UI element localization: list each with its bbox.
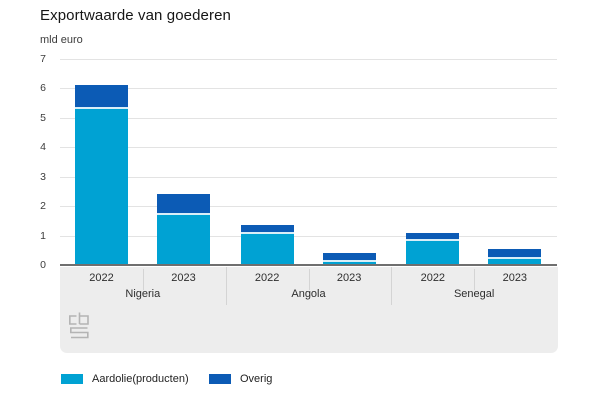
segment-separator bbox=[75, 107, 128, 110]
y-tick-label: 5 bbox=[40, 111, 46, 124]
bar-segment-overig[interactable] bbox=[488, 248, 542, 258]
x-group-label-senegal: Senegal bbox=[453, 288, 495, 300]
y-gridline bbox=[60, 147, 557, 149]
legend-swatch bbox=[61, 374, 83, 384]
bar-segment-aardolie[interactable] bbox=[157, 214, 210, 265]
legend-label: Aardolie(producten) bbox=[92, 373, 189, 385]
bar-segment-overig[interactable] bbox=[406, 232, 460, 240]
y-tick-label: 7 bbox=[40, 53, 46, 65]
y-gridline bbox=[60, 88, 557, 90]
bar-segment-overig[interactable] bbox=[157, 194, 210, 213]
bar-nigeria-2023 bbox=[157, 194, 210, 265]
cbs-logo bbox=[69, 312, 89, 339]
chart-title: Exportwaarde van goederen bbox=[40, 7, 231, 24]
y-tick-label: 1 bbox=[40, 229, 46, 242]
year-divider bbox=[308, 269, 310, 290]
y-tick-label: 0 bbox=[40, 259, 46, 271]
legend-label: Overig bbox=[240, 373, 273, 385]
y-tick-label: 3 bbox=[40, 170, 46, 183]
x-group-label-angola: Angola bbox=[291, 288, 326, 300]
y-tick-label: 6 bbox=[40, 82, 46, 95]
y-axis-unit-label: mld euro bbox=[40, 34, 83, 46]
group-divider bbox=[391, 267, 393, 305]
legend-item-aardolie[interactable]: Aardolie(producten) bbox=[61, 373, 189, 385]
bar-nigeria-2022 bbox=[75, 85, 128, 265]
bar-segment-aardolie[interactable] bbox=[406, 241, 460, 265]
x-tick-year-label: 2023 bbox=[336, 272, 362, 284]
legend-item-overig[interactable]: Overig bbox=[209, 373, 272, 385]
x-tick-year-label: 2023 bbox=[171, 272, 196, 284]
bar-segment-aardolie[interactable] bbox=[322, 262, 376, 265]
bar-angola-2022 bbox=[240, 225, 294, 265]
x-tick-year-label: 2023 bbox=[502, 272, 528, 284]
segment-separator bbox=[157, 212, 210, 215]
y-gridline bbox=[60, 59, 557, 60]
y-tick-label: 4 bbox=[40, 141, 46, 154]
year-divider bbox=[142, 269, 144, 290]
segment-separator bbox=[406, 239, 460, 242]
year-divider bbox=[474, 269, 476, 290]
group-divider bbox=[225, 267, 227, 305]
y-gridline bbox=[60, 176, 557, 178]
y-gridline bbox=[60, 117, 557, 119]
x-axis-band: 2022 2023 2022 2023 2022 2023 Nigeria Angola Sen… bbox=[60, 267, 558, 353]
y-gridline bbox=[60, 206, 557, 208]
segment-separator bbox=[240, 232, 294, 235]
x-axis-line bbox=[60, 264, 557, 266]
bar-segment-aardolie[interactable] bbox=[488, 259, 542, 265]
bar-senegal-2022 bbox=[406, 232, 460, 265]
x-tick-year-label: 2022 bbox=[254, 272, 280, 284]
bar-segment-overig[interactable] bbox=[322, 253, 376, 261]
x-tick-year-label: 2022 bbox=[420, 272, 446, 284]
bar-angola-2023 bbox=[322, 253, 376, 265]
x-group-label-nigeria: Nigeria bbox=[125, 288, 161, 300]
legend-swatch bbox=[209, 374, 231, 384]
y-tick-label: 2 bbox=[40, 200, 46, 213]
segment-separator bbox=[488, 257, 542, 260]
x-tick-year-label: 2022 bbox=[89, 272, 114, 284]
bar-segment-aardolie[interactable] bbox=[240, 234, 294, 265]
bar-segment-overig[interactable] bbox=[75, 85, 128, 108]
bar-segment-aardolie[interactable] bbox=[75, 109, 128, 265]
segment-separator bbox=[322, 260, 376, 263]
y-gridline bbox=[60, 235, 557, 237]
bar-segment-overig[interactable] bbox=[240, 225, 294, 233]
bar-senegal-2023 bbox=[488, 248, 542, 265]
